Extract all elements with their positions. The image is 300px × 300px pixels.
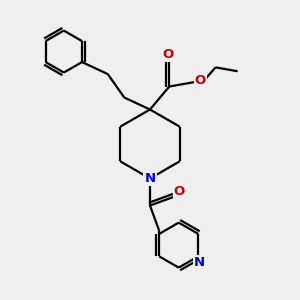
Text: O: O (195, 74, 206, 87)
Text: O: O (162, 48, 173, 61)
Text: O: O (174, 185, 185, 198)
Text: N: N (144, 172, 156, 185)
Text: N: N (194, 256, 205, 269)
